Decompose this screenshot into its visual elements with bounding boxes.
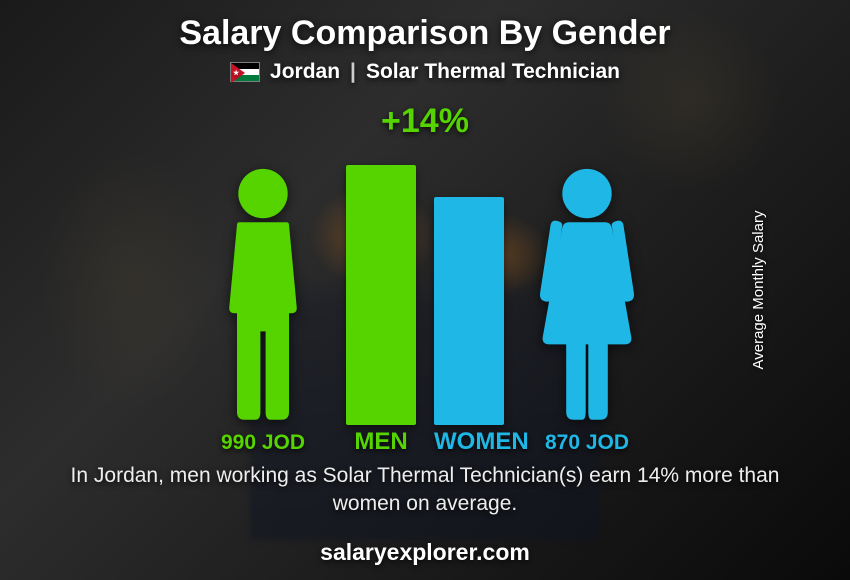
divider: | (350, 60, 356, 84)
men-label: MEN (346, 428, 416, 456)
footer-source: salaryexplorer.com (0, 539, 850, 566)
women-bar (434, 197, 504, 425)
men-value: 990 JOD (198, 431, 328, 455)
job-label: Solar Thermal Technician (366, 60, 620, 84)
page-title: Salary Comparison By Gender (0, 14, 850, 53)
women-value: 870 JOD (522, 431, 652, 455)
women-icon-col (522, 165, 652, 425)
country-label: Jordan (270, 60, 340, 84)
labels-row: 990 JOD MEN WOMEN 870 JOD (198, 428, 652, 456)
women-bar-col (434, 197, 504, 425)
y-axis-label: Average Monthly Salary (750, 211, 767, 370)
men-bar-col (346, 165, 416, 425)
men-bar (346, 165, 416, 425)
men-icon-col (198, 165, 328, 425)
description-text: In Jordan, men working as Solar Thermal … (60, 462, 790, 519)
infographic-canvas: Salary Comparison By Gender ★ Jordan | S… (0, 0, 850, 580)
women-label: WOMEN (434, 428, 504, 456)
comparison-chart (198, 135, 652, 425)
woman-icon (522, 165, 652, 425)
jordan-flag-icon: ★ (230, 62, 260, 82)
man-icon (198, 165, 328, 425)
subtitle-row: ★ Jordan | Solar Thermal Technician (0, 60, 850, 84)
bg-decoration (40, 150, 220, 410)
